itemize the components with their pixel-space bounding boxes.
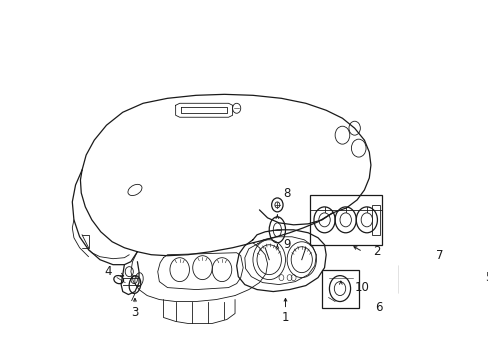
- Text: 4: 4: [104, 265, 112, 278]
- Text: 5: 5: [484, 271, 488, 284]
- Text: 8: 8: [283, 188, 290, 201]
- Bar: [399, 265, 441, 293]
- Text: 3: 3: [131, 306, 139, 319]
- Text: 1: 1: [281, 311, 288, 324]
- Text: 6: 6: [375, 301, 382, 314]
- Bar: [309, 195, 381, 245]
- Bar: [371, 205, 379, 235]
- Text: 9: 9: [283, 238, 290, 251]
- Bar: [322, 270, 358, 307]
- Text: 7: 7: [435, 249, 443, 262]
- Text: 10: 10: [354, 281, 368, 294]
- Text: 2: 2: [372, 245, 380, 258]
